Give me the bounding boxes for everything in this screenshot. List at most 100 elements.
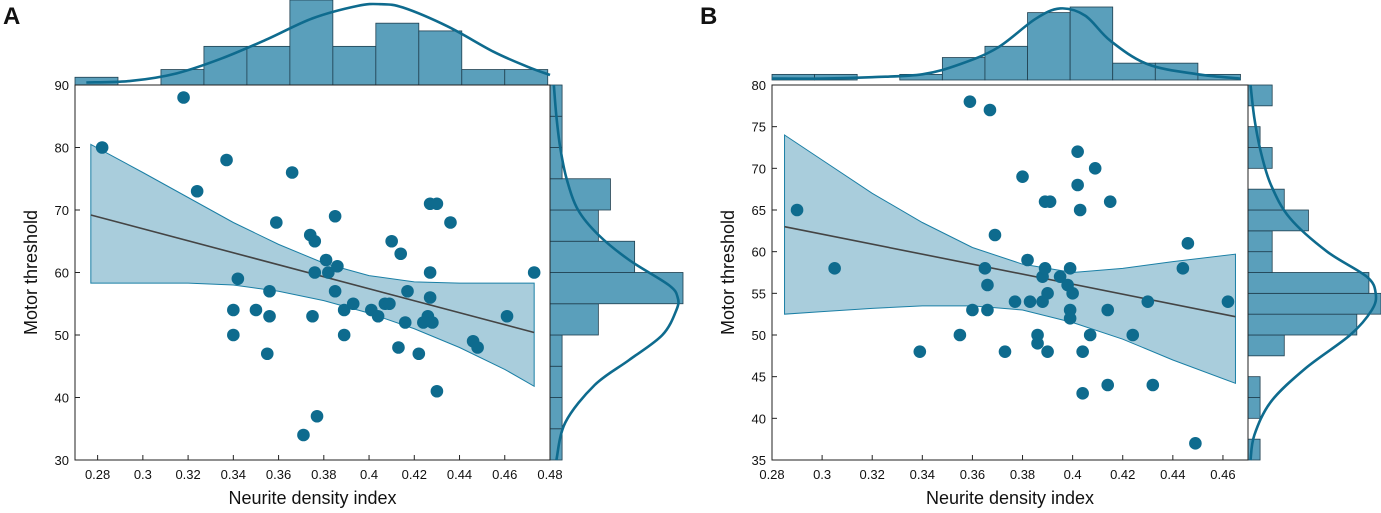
panel-b-confidence-band (784, 134, 1236, 385)
panel-b-x-tick-label: 0.4 (1064, 467, 1082, 482)
panel-a-data-point (527, 266, 541, 279)
panel-b-data-point (1176, 262, 1190, 275)
panel-b-data-point (1021, 253, 1034, 267)
panel-b-data-point (1083, 328, 1097, 342)
panel-a-right-hist-bar (549, 397, 563, 430)
panel-a-data-point (306, 309, 319, 323)
panel-b-data-point (1181, 237, 1195, 250)
panel-b-regression-line (784, 225, 1236, 318)
panel-a-data-point (319, 253, 333, 267)
panel-b-data-point (953, 328, 967, 342)
panel-a-top-hist-bar (375, 22, 420, 86)
panel-b-data-point (1189, 437, 1202, 450)
panel-a-data-point (177, 91, 190, 104)
panel-b-plot-frame (771, 84, 1249, 461)
panel-b-y-tick-label: 55 (752, 286, 766, 301)
panel-b-x-tick-label: 0.3 (813, 467, 831, 482)
panel-a-data-point (371, 309, 385, 323)
panel-b-y-tick-label: 60 (752, 245, 766, 260)
panel-a-data-point (337, 328, 351, 342)
panel-b-top-hist-bar (1027, 12, 1071, 81)
panel-a-data-point (310, 409, 324, 423)
panel-b-y-tick-label: 65 (752, 203, 766, 218)
panel-b-x-tick-label: 0.46 (1210, 467, 1235, 482)
panel-b-data-point (1008, 295, 1022, 308)
panel-a-data-point (297, 428, 310, 442)
panel-b-data-point (1016, 170, 1029, 183)
panel-a-data-point (95, 141, 109, 154)
panel-a-data-point (270, 216, 283, 229)
panel-a-x-tick-label: 0.4 (360, 467, 378, 482)
panel-b-right-hist-bar (1247, 334, 1285, 357)
panel-b-data-point (981, 303, 994, 317)
panel-b-y-tick-label: 35 (752, 453, 766, 468)
panel-a-y-tick-label: 60 (55, 266, 69, 281)
panel-a-data-point (430, 384, 444, 398)
panel-b-right-hist-bar (1247, 230, 1273, 253)
panel-b-x-tick-label: 0.38 (1010, 467, 1035, 482)
panel-b-right-hist-bar (1247, 272, 1370, 294)
panel-b-right-hist-bar (1247, 292, 1381, 315)
panel-b-data-point (1146, 378, 1160, 392)
panel-a-data-point (423, 291, 437, 304)
panel-a-data-point (401, 284, 414, 298)
panel-a-data-point (285, 166, 299, 179)
panel-a-data-point (328, 209, 342, 223)
panel-a-letter: A (3, 3, 21, 30)
panel-b-data-point (1071, 178, 1084, 192)
panel-a-data-point (322, 266, 335, 279)
panel-a-y-tick-label: 80 (55, 141, 69, 156)
panel-b-right-hist-bar (1247, 251, 1273, 273)
panel-b-data-point (1103, 195, 1117, 208)
panel-b-y-tick-label: 75 (752, 120, 766, 135)
panel-a-data-point (398, 316, 412, 329)
panel-b-data-point (983, 103, 997, 117)
panel-a-right-hist-bar (549, 303, 599, 336)
panel-a-chart: 0.28 0.3 0.32 0.34 0.36 0.38 0.4 0.42 0.44 0.46 0.… (21, 0, 684, 508)
panel-a-x-tick-label: 0.44 (447, 467, 472, 482)
panel-b-data-point (1041, 345, 1054, 358)
panel-b-data-point (1063, 312, 1077, 325)
panel-a-y-tick-label: 50 (55, 328, 69, 343)
panel-a-x-axis-label: Neurite density index (228, 488, 396, 508)
panel-a-data-point (412, 347, 426, 361)
panel-a-data-point (308, 266, 322, 279)
panel-a-top-hist-bar (418, 30, 463, 86)
panel-b-y-tick-label: 40 (752, 411, 766, 426)
panel-a-top-kde-line (86, 2, 551, 84)
panel-b-data-point (1221, 295, 1235, 308)
panel-a-data-point (263, 284, 276, 298)
panel-a-right-hist-bar (549, 272, 684, 305)
panel-a-data-point (227, 303, 240, 317)
panel-a-x-tick-label: 0.36 (266, 467, 291, 482)
panel-a-data-point (426, 316, 439, 329)
panel-a-y-tick-label: 90 (55, 78, 69, 93)
panel-b-x-tick-label: 0.28 (759, 467, 784, 482)
panel-b-data-point (1126, 328, 1140, 342)
panel-b-data-point (981, 278, 994, 292)
panel-a-right-hist-bar (549, 240, 636, 273)
panel-b-data-point (963, 95, 977, 108)
panel-b-data-point (978, 262, 992, 275)
panel-b-y-tick-label: 80 (752, 78, 766, 93)
panel-a-y-tick-label: 40 (55, 391, 69, 406)
panel-b-x-tick-label: 0.32 (860, 467, 885, 482)
panel-b-y-tick-label: 70 (752, 161, 766, 176)
panel-a-data-point (394, 247, 408, 261)
panel-a-x-tick-label: 0.28 (85, 467, 110, 482)
panel-a-top-hist-bar (332, 45, 377, 86)
panel-b-data-point (790, 203, 804, 217)
panel-b-data-point (998, 345, 1012, 358)
panel-a-data-point (337, 303, 351, 317)
panel-a-x-tick-label: 0.38 (311, 467, 336, 482)
panel-b-data-point (1043, 195, 1057, 208)
panel-b-right-hist-bar (1247, 397, 1261, 419)
panel-b-data-point (1031, 337, 1044, 350)
panel-b-data-point (1053, 270, 1067, 283)
panel-a-right-kde-line (552, 84, 680, 461)
panel-a-x-tick-label: 0.48 (537, 467, 562, 482)
panel-a-data-point (220, 153, 233, 167)
panel-a-data-point (385, 234, 398, 248)
panel-a-data-point (231, 272, 245, 286)
panel-b-right-hist-bar (1247, 376, 1261, 398)
